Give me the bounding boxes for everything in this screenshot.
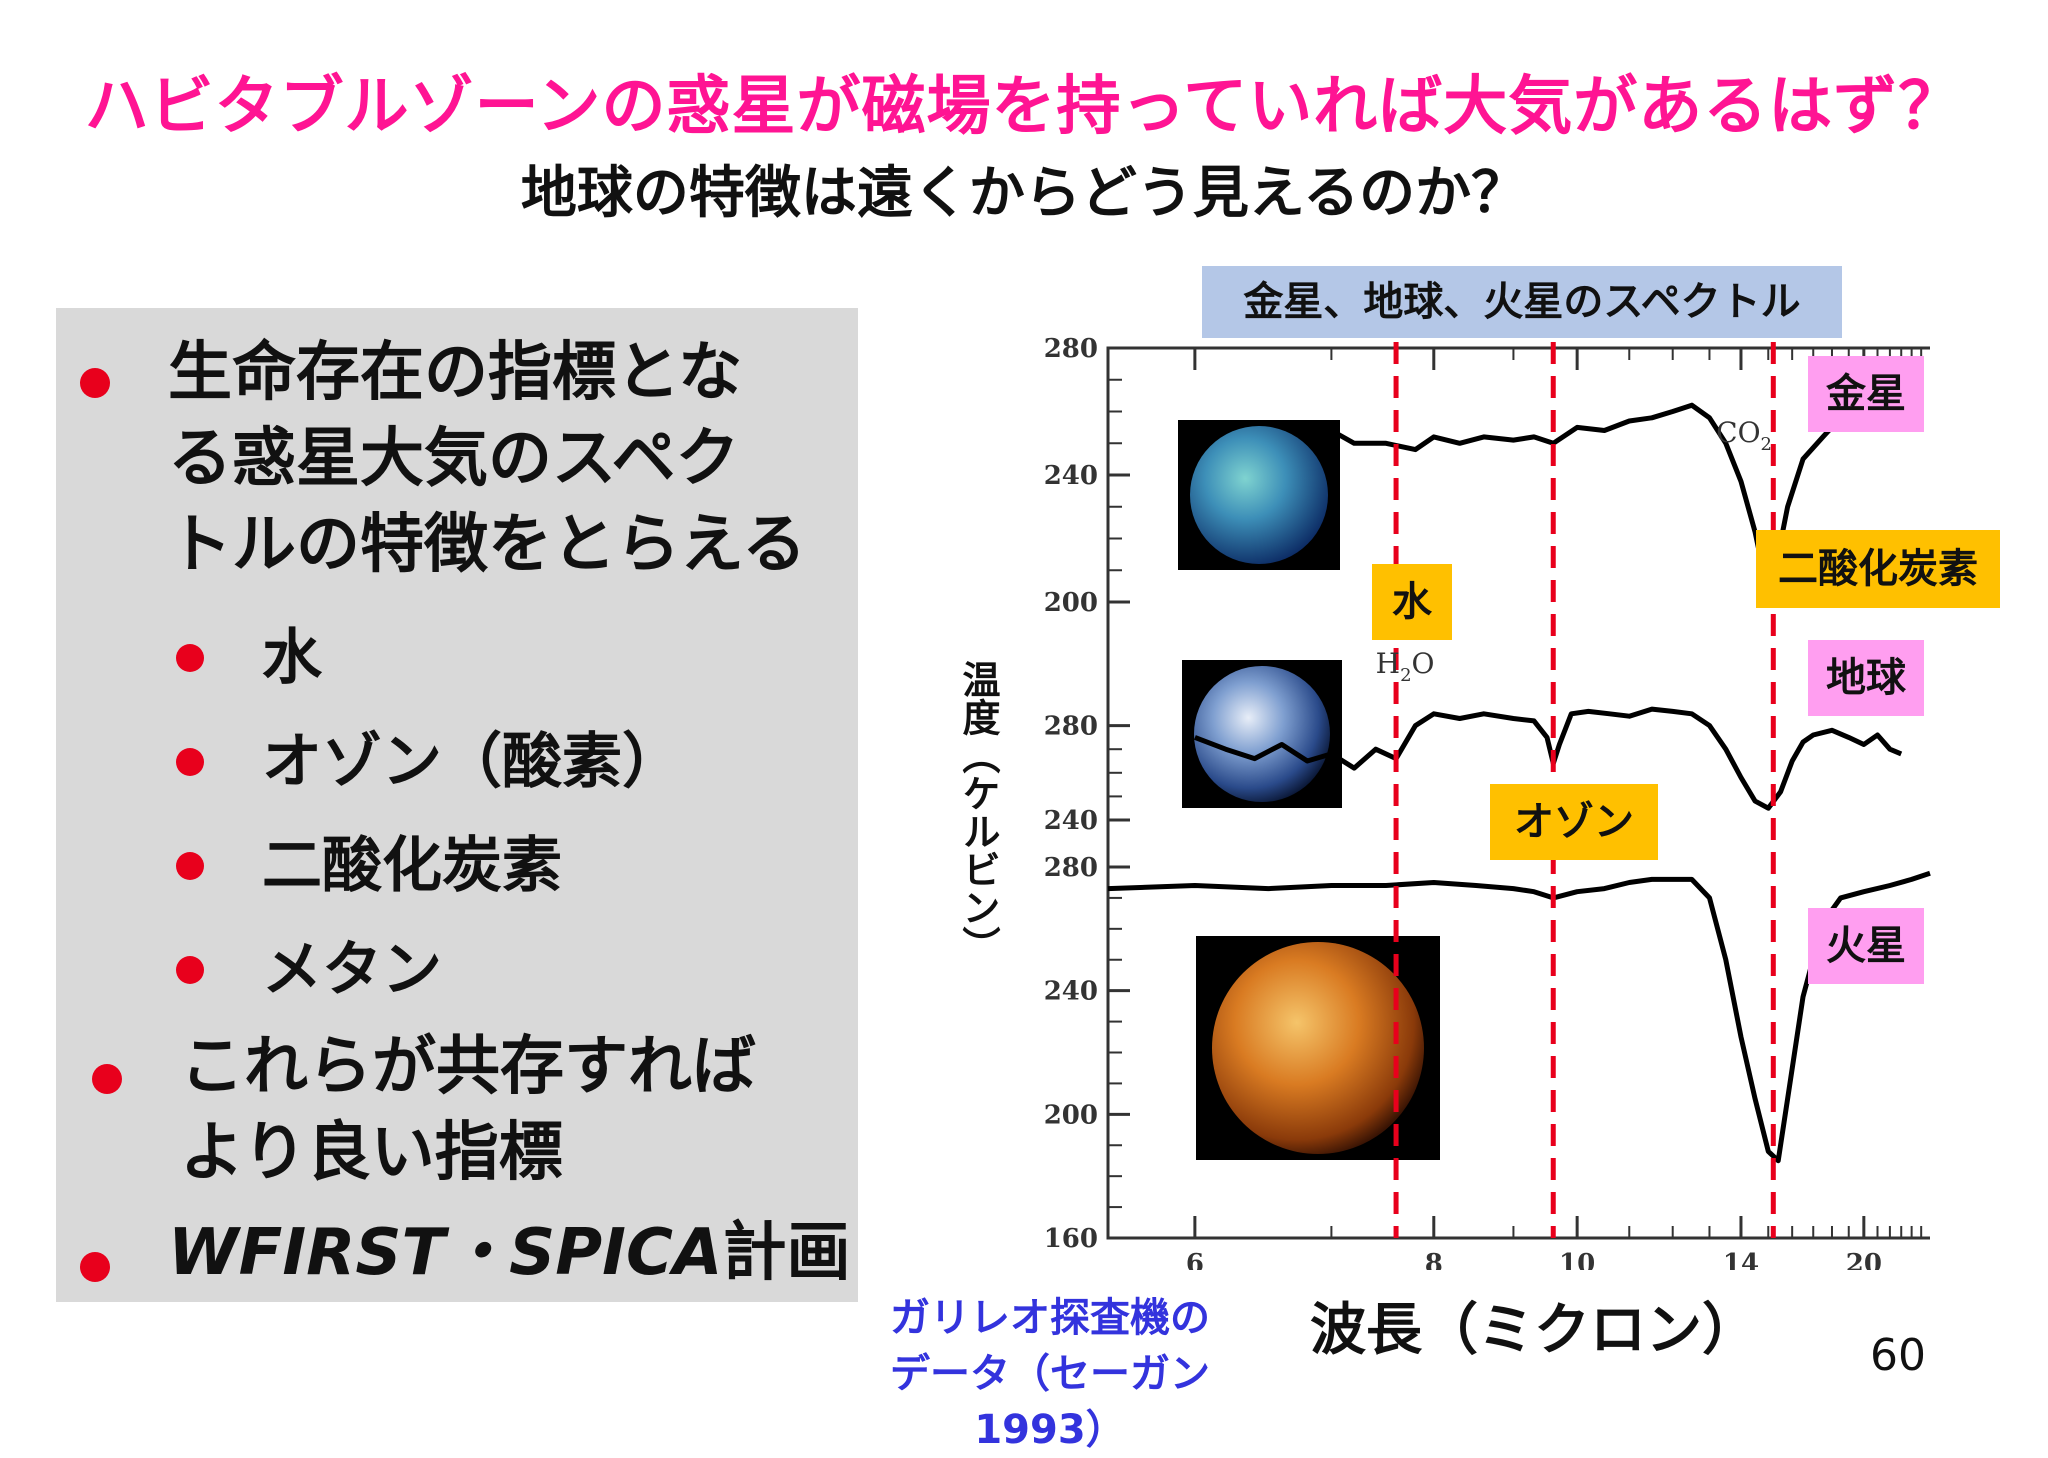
y-tick-label: 160 <box>1044 1224 1098 1254</box>
slide-subtitle: 地球の特徴は遠くからどう見えるのか？ <box>520 161 1528 226</box>
sub-bullet-dot <box>176 852 204 880</box>
sub-bullet-co2: 二酸化炭素 <box>262 831 562 901</box>
chart-frame <box>1106 346 1930 1240</box>
venus-image <box>1178 420 1340 570</box>
data-credit: ガリレオ探査機の データ（セーガン1993） <box>840 1290 1260 1458</box>
earth-image <box>1182 660 1342 808</box>
bullet-item-3: WFIRST・SPICA計画 <box>168 1210 850 1296</box>
sub-bullet-ozone: オゾン（酸素） <box>262 727 682 797</box>
label-earth: 地球 <box>1808 640 1924 716</box>
planet-disk <box>1190 426 1328 564</box>
bullet-item-2-line-1: これらが共存すれば <box>180 1030 756 1104</box>
y-tick-label: 280 <box>1044 334 1098 364</box>
x-tick-label: 8 <box>1425 1249 1443 1270</box>
credit-line-2: データ（セーガン1993） <box>890 1351 1210 1453</box>
chart-ticks: 6 8 10 14 20 280 240 200 280 240 280 240 200 160 <box>1044 334 1923 1270</box>
h2o-annotation: H2O <box>1376 647 1435 686</box>
planet-images <box>1178 420 1440 1160</box>
co2-subscript: 2 <box>1761 434 1772 455</box>
label-ozone: オゾン <box>1490 784 1658 860</box>
y-tick-label: 280 <box>1044 712 1098 742</box>
sub-bullet-dot <box>176 748 204 776</box>
label-co2: 二酸化炭素 <box>1756 530 2000 608</box>
spectrum-line-earth <box>1194 706 1903 811</box>
h2o-subscript: 2 <box>1400 665 1411 686</box>
planet-disk <box>1212 942 1424 1154</box>
label-venus: 金星 <box>1808 356 1924 432</box>
page-number: 60 <box>1870 1330 1926 1381</box>
mars-image <box>1196 936 1440 1160</box>
sub-bullet-water: 水 <box>262 623 322 693</box>
sub-bullet-dot <box>176 956 204 984</box>
slide-title: ハビタブルゾーンの惑星が磁場を持っていれば大気があるはず？ <box>84 70 1964 144</box>
bullet-item-3-rest: 計画 <box>722 1216 851 1290</box>
chart-header: 金星、地球、火星のスペクトル <box>1202 266 1842 338</box>
label-water: 水 <box>1372 564 1452 640</box>
credit-line-1: ガリレオ探査機の <box>890 1295 1210 1341</box>
sub-bullet-methane: メタン <box>262 935 442 1005</box>
x-tick-label: 6 <box>1186 1249 1204 1270</box>
co2-annotation: CO2 <box>1716 416 1772 455</box>
y-tick-label: 200 <box>1044 1100 1098 1130</box>
chart-annotations: CO2 H2O <box>1376 416 1772 686</box>
y-tick-label: 240 <box>1044 977 1098 1007</box>
y-tick-label: 280 <box>1044 853 1098 883</box>
x-tick-label: 10 <box>1559 1249 1595 1270</box>
bullet-dot <box>92 1064 122 1094</box>
label-mars: 火星 <box>1808 908 1924 984</box>
bullet-item-1-line-1: 生命存在の指標とな <box>168 336 743 410</box>
y-tick-label: 240 <box>1044 461 1098 491</box>
y-axis-label: 温度（ケルビン） <box>956 660 1000 964</box>
chart-axes <box>1106 346 1930 1240</box>
bullet-item-2-line-2: より良い指標 <box>180 1116 563 1190</box>
x-tick-label: 14 <box>1723 1249 1759 1270</box>
spectrum-line-venus <box>1330 402 1902 592</box>
bullet-panel: 生命存在の指標とな る惑星大気のスペク トルの特徴をとらえる 水 オゾン（酸素）… <box>56 308 858 1302</box>
bullet-item-1-line-3: トルの特徴をとらえる <box>168 508 807 582</box>
bullet-item-1-line-2: る惑星大気のスペク <box>168 422 740 496</box>
bullet-dot <box>80 368 110 398</box>
y-tick-label: 240 <box>1044 806 1098 836</box>
planet-disk <box>1194 666 1330 802</box>
x-axis-label: 波長（ミクロン） <box>1310 1298 1758 1363</box>
sub-bullet-dot <box>176 644 204 672</box>
bullet-item-3-mission: WFIRST・SPICA <box>168 1216 723 1290</box>
y-tick-label: 200 <box>1044 588 1098 618</box>
x-tick-label: 20 <box>1846 1249 1882 1270</box>
bullet-dot <box>80 1252 110 1282</box>
h2o-oxygen: O <box>1412 647 1435 680</box>
